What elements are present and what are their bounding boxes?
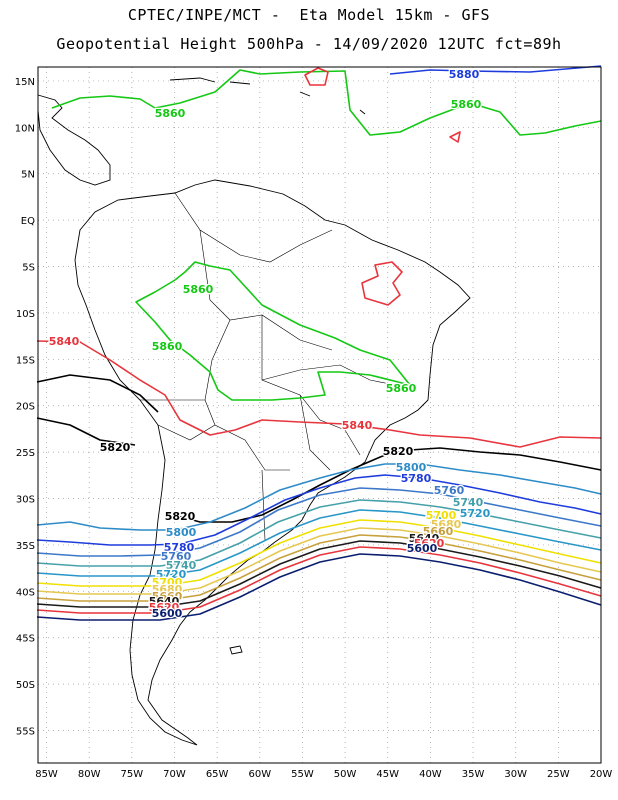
lon-tick-label: 25W <box>547 769 570 780</box>
contour-line-5840 <box>304 67 329 86</box>
lon-tick-label: 85W <box>35 769 58 780</box>
contour-line-5860 <box>51 69 602 136</box>
lon-tick-label: 30W <box>504 769 527 780</box>
contour-line-5700 <box>36 519 602 587</box>
contour-label-5840: 5840 <box>342 419 373 432</box>
contour-label-5860: 5860 <box>183 283 214 296</box>
contour-line-5780 <box>36 474 602 546</box>
contour-line-5840 <box>36 340 602 448</box>
lon-tick-label: 80W <box>78 769 101 780</box>
lat-tick-label: 55S <box>16 727 35 738</box>
contour-label-5700: 5700 <box>152 576 183 589</box>
axis-tick-labels: 15N 10N 5N EQ 5S 10S 15S 20S 25S 30S 35S 40S 45S 50S 5… <box>15 77 613 780</box>
contour-label-5680: 5680 <box>431 518 462 531</box>
contour-label-5760: 5760 <box>161 550 192 563</box>
contour-label-5720: 5720 <box>460 507 491 520</box>
lon-tick-label: 60W <box>248 769 271 780</box>
lat-tick-label: 35S <box>16 541 35 552</box>
lat-tick-label: 30S <box>16 495 35 506</box>
contour-line-5820 <box>36 374 602 523</box>
lat-tick-label: 5S <box>22 263 35 274</box>
lon-tick-label: 55W <box>291 769 314 780</box>
contour-label-5620: 5620 <box>414 537 445 550</box>
contour-label-5820: 5820 <box>383 445 414 458</box>
lat-tick-label: 5N <box>21 170 35 181</box>
caribbean-islands <box>169 77 366 115</box>
contour-label-5780: 5780 <box>401 472 432 485</box>
contour-line-5720 <box>36 509 602 577</box>
map-title-line-1: CPTEC/INPE/MCT - Eta Model 15km - GFS <box>127 6 491 24</box>
lon-tick-label: 75W <box>121 769 144 780</box>
lon-tick-label: 20W <box>590 769 613 780</box>
contour-label-5820: 5820 <box>165 510 196 523</box>
contour-line-5640 <box>36 540 602 608</box>
contour-line-5760 <box>36 487 602 557</box>
lat-tick-label: 40S <box>16 587 35 598</box>
contour-label-5840: 5840 <box>49 335 80 348</box>
lon-tick-label: 35W <box>462 769 485 780</box>
coastline-layer <box>37 77 471 746</box>
contour-label-5860: 5860 <box>155 107 186 120</box>
contour-label-5680: 5680 <box>152 583 183 596</box>
contour-label-5660: 5660 <box>423 525 454 538</box>
lat-tick-label: EQ <box>21 216 35 227</box>
contour-label-5600: 5600 <box>407 542 438 555</box>
contour-line-5740 <box>36 499 602 567</box>
contour-label-5700: 5700 <box>426 509 457 522</box>
lat-tick-label: 50S <box>16 680 35 691</box>
contour-label-5740: 5740 <box>166 559 197 572</box>
contour-line-5840 <box>361 261 403 306</box>
contour-label-5660: 5660 <box>152 590 183 603</box>
lat-tick-label: 25S <box>16 448 35 459</box>
lon-tick-label: 70W <box>163 769 186 780</box>
contour-line-5860 <box>135 261 411 401</box>
map-gridlines <box>38 67 602 763</box>
lat-tick-label: 10N <box>15 123 35 134</box>
contour-label-5880: 5880 <box>449 68 480 81</box>
contour-label-5800: 5800 <box>166 526 197 539</box>
lon-tick-label: 50W <box>334 769 357 780</box>
contour-label-5820: 5820 <box>100 441 131 454</box>
central-america-coastline <box>37 94 111 186</box>
country-borders <box>140 192 396 541</box>
lat-tick-label: 15N <box>15 77 35 88</box>
lat-tick-label: 10S <box>16 309 35 320</box>
contour-label-5800: 5800 <box>396 461 427 474</box>
falkland-islands <box>229 645 243 655</box>
contour-line-5840 <box>449 131 461 143</box>
lat-tick-label: 20S <box>16 402 35 413</box>
contour-label-5600: 5600 <box>152 607 183 620</box>
contour-line-5800 <box>36 463 602 531</box>
contour-label-5740: 5740 <box>453 496 484 509</box>
contour-labels-layer: 5880 5860 5860 5860 5860 5860 5840 5840 5820 5820… <box>47 67 491 622</box>
contour-line-5660 <box>36 534 602 602</box>
contour-label-5860: 5860 <box>386 382 417 395</box>
contour-label-5620: 5620 <box>149 601 180 614</box>
contour-label-5720: 5720 <box>156 568 187 581</box>
map-title-line-2: Geopotential Height 500hPa - 14/09/2020 … <box>56 35 562 53</box>
contour-label-5860: 5860 <box>451 98 482 111</box>
map-frame <box>37 66 602 764</box>
contour-line-5880 <box>389 65 602 75</box>
lat-tick-label: 45S <box>16 634 35 645</box>
contour-line-5600 <box>36 553 602 621</box>
lon-tick-label: 65W <box>206 769 229 780</box>
contour-line-5680 <box>36 527 602 595</box>
contour-label-5780: 5780 <box>164 541 195 554</box>
contour-label-5760: 5760 <box>434 484 465 497</box>
contour-label-5860: 5860 <box>152 340 183 353</box>
lon-tick-label: 40W <box>419 769 442 780</box>
contour-label-5640: 5640 <box>409 532 440 545</box>
lon-tick-label: 45W <box>376 769 399 780</box>
contour-label-5640: 5640 <box>149 595 180 608</box>
contour-line-5620 <box>36 546 602 614</box>
lat-tick-label: 15S <box>16 355 35 366</box>
contour-layer <box>36 65 602 621</box>
